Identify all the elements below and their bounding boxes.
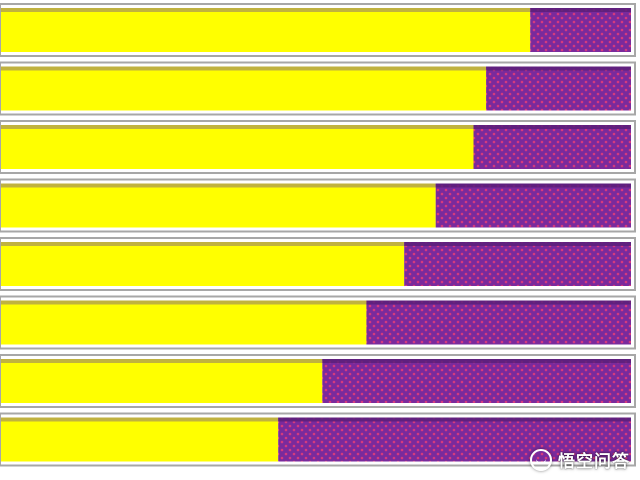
bar-segment-purple: [486, 66, 631, 111]
bar-top-shadow: [404, 242, 631, 246]
bar-segment-yellow: [1, 66, 487, 111]
bar-top-shadow: [1, 300, 367, 305]
bar-top-shadow: [1, 66, 487, 71]
bar-segment-yellow: [1, 417, 279, 462]
bar-segment-yellow: [1, 8, 531, 52]
bar-segment-purple: [322, 359, 631, 403]
bar-top-shadow: [1, 183, 436, 188]
bar-top-shadow: [486, 66, 631, 71]
bar-segment-purple: [530, 8, 631, 52]
bars-group: [0, 3, 636, 467]
bar-top-shadow: [1, 8, 531, 12]
bar-top-shadow: [1, 125, 474, 129]
bar-segment-purple: [278, 417, 631, 462]
bar-segment-yellow: [1, 359, 323, 403]
bar-top-shadow: [1, 359, 323, 363]
bar-segment-yellow: [1, 242, 405, 286]
bar-top-shadow: [530, 8, 631, 12]
bar-top-shadow: [473, 125, 631, 129]
bar-segment-yellow: [1, 300, 367, 345]
bar-segment-yellow: [1, 183, 436, 228]
bar-top-shadow: [435, 183, 631, 188]
bar-segment-purple: [473, 125, 631, 169]
bar-top-shadow: [1, 417, 279, 422]
bar-segment-yellow: [1, 125, 474, 169]
bar-segment-purple: [404, 242, 631, 286]
bar-top-shadow: [322, 359, 631, 363]
bar-segment-purple: [435, 183, 631, 228]
bar-top-shadow: [366, 300, 631, 305]
bar-top-shadow: [278, 417, 631, 422]
bar-top-shadow: [1, 242, 405, 246]
bar-segment-purple: [366, 300, 631, 345]
